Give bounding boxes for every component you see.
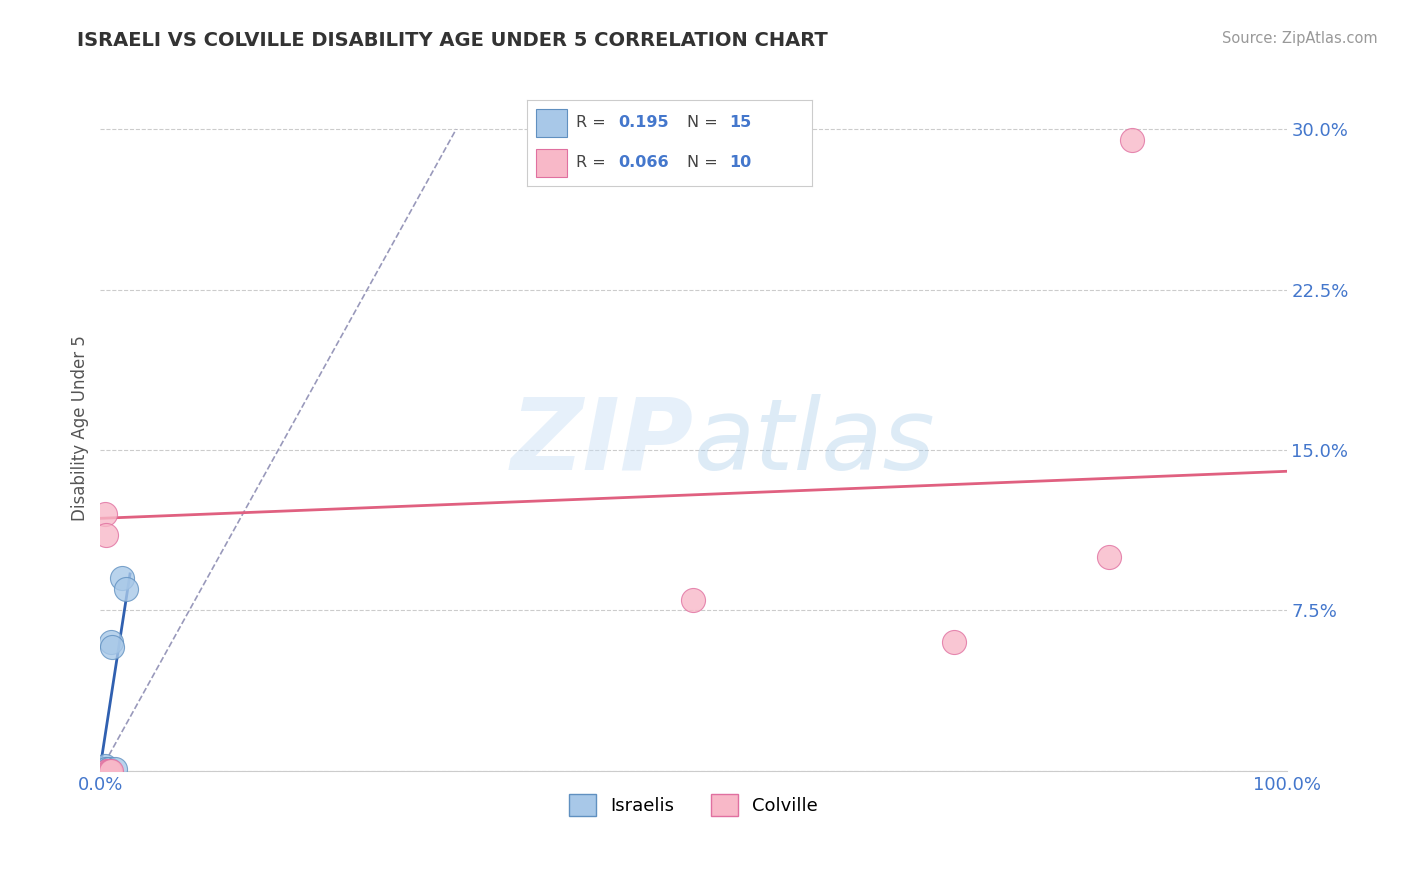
Point [94,759,117,773]
Text: Source: ZipAtlas.com: Source: ZipAtlas.com [1222,31,1378,46]
Point [96,764,118,778]
Point [96,764,118,778]
Point [97,764,120,778]
Point [97,764,120,778]
Point [96,762,118,776]
Point [115,582,138,596]
Point [1121,133,1143,147]
Point [682,592,704,607]
Point [94,762,117,776]
Point [101,640,124,654]
Point [100,635,122,649]
Point [100,764,122,778]
Text: atlas: atlas [693,393,935,491]
Text: ZIP: ZIP [510,393,693,491]
Y-axis label: Disability Age Under 5: Disability Age Under 5 [72,335,89,522]
Legend: Israelis, Colville: Israelis, Colville [562,787,825,823]
Text: ISRAELI VS COLVILLE DISABILITY AGE UNDER 5 CORRELATION CHART: ISRAELI VS COLVILLE DISABILITY AGE UNDER… [77,31,828,50]
Point [96,764,118,778]
Point [111,571,134,585]
Point [943,635,966,649]
Point [98,764,121,778]
Point [96,528,118,542]
Point [96,764,118,778]
Point [97,762,120,776]
Point [98,764,121,778]
Point [103,762,125,776]
Point [1098,549,1121,564]
Point [94,507,117,521]
Point [93,762,115,776]
